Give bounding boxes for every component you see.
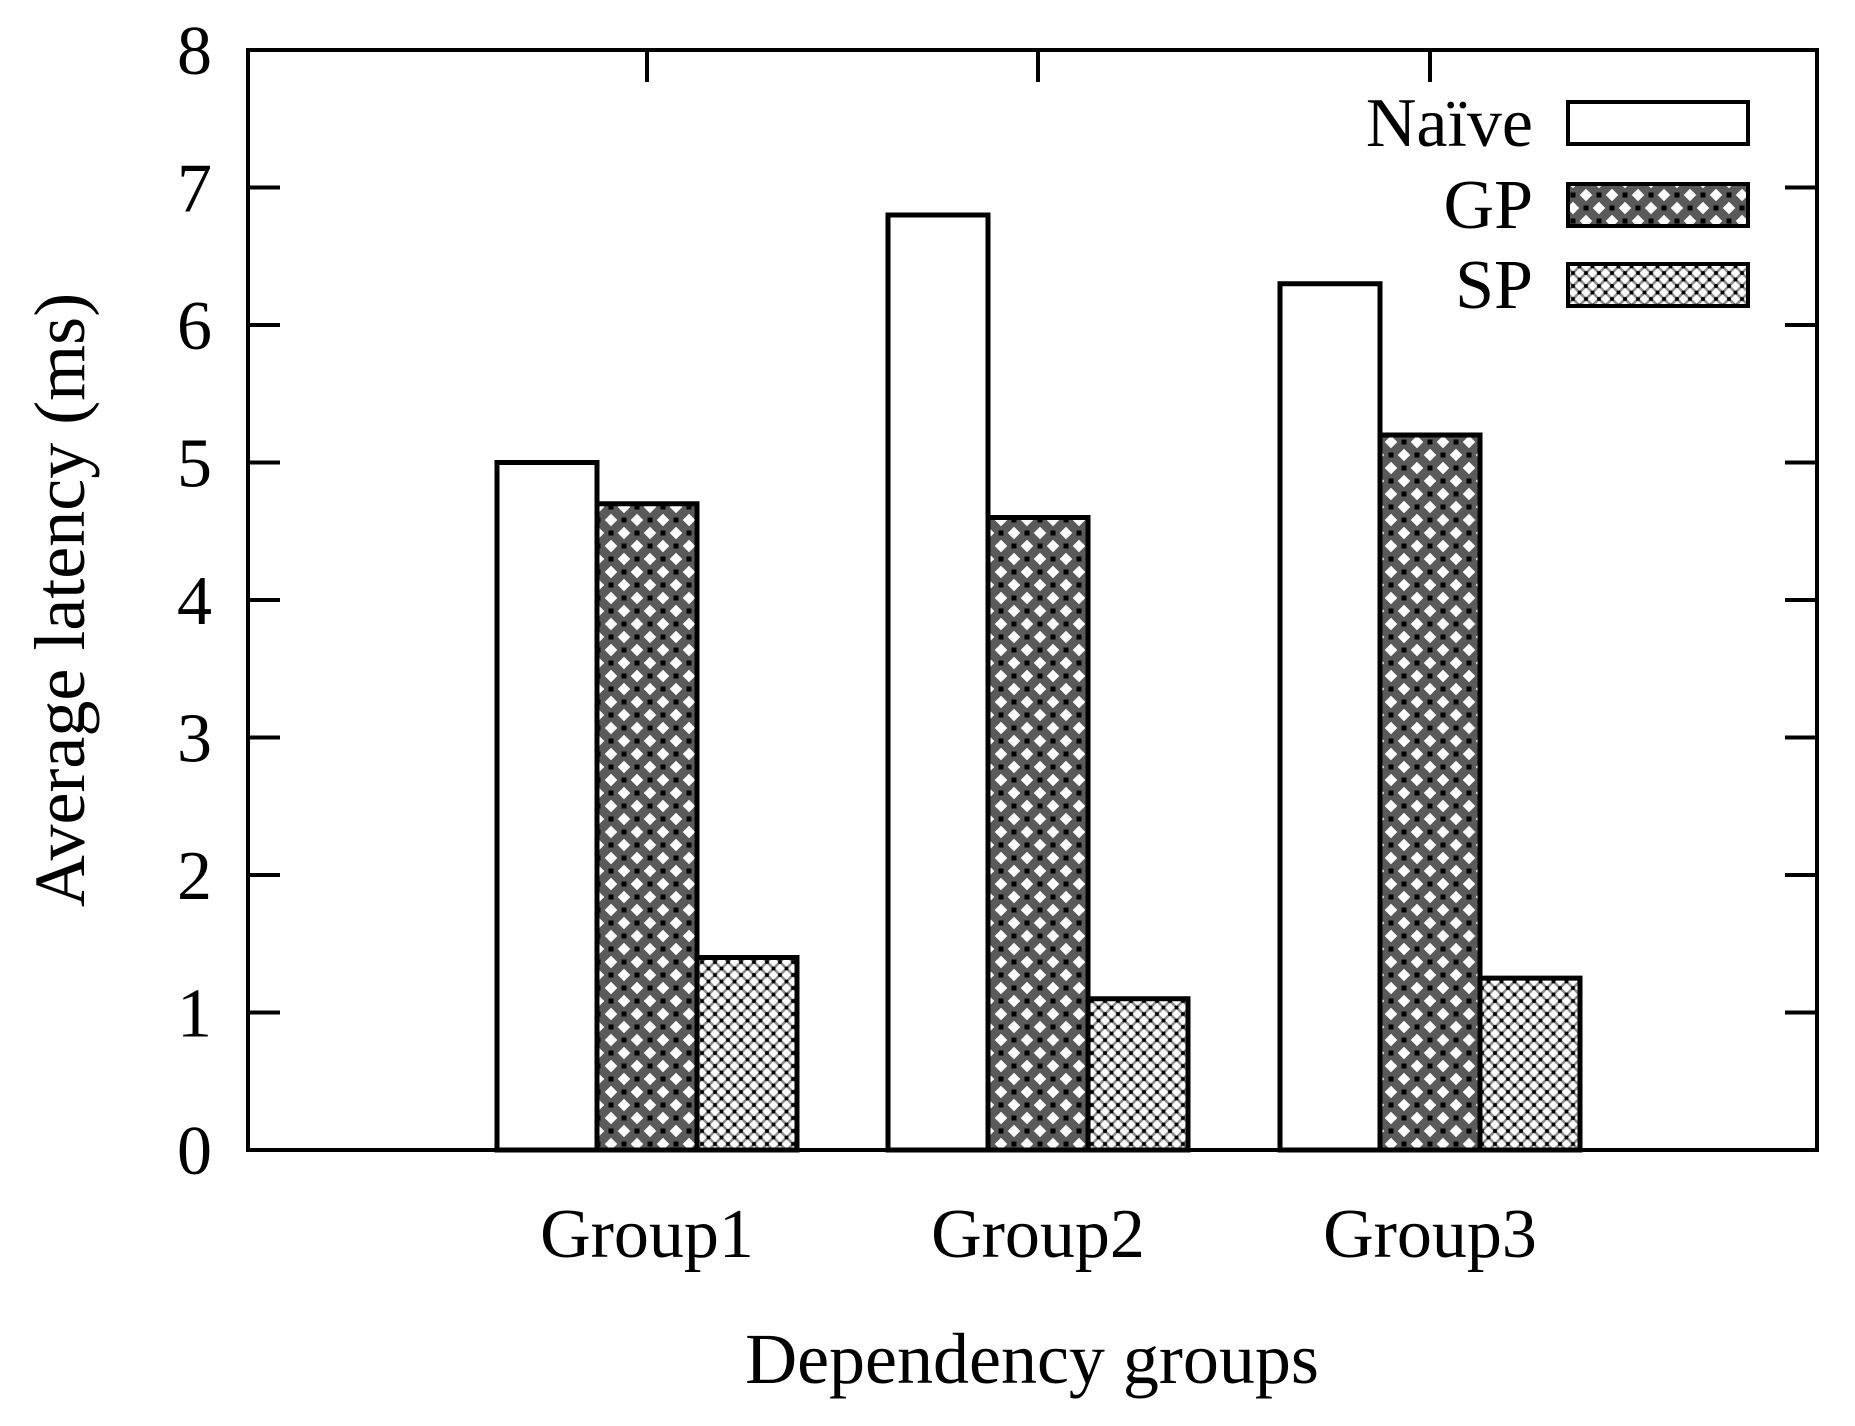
bar-sp-group2 — [1085, 996, 1191, 1153]
x-tick-labels: Group1 Group2 Group3 — [540, 1196, 1537, 1273]
legend-swatch-gp — [1566, 182, 1750, 228]
legend: Naïve GP SP — [1366, 85, 1750, 324]
bar-sp-group1 — [694, 955, 800, 1153]
legend-swatch-naive — [1566, 100, 1750, 146]
y-tick-label-8: 8 — [177, 13, 212, 90]
plot-frame — [246, 48, 1819, 1152]
legend-item-sp: SP — [1455, 247, 1750, 324]
x-axis-title: Dependency groups — [745, 1319, 1319, 1399]
bar-gp-group1 — [594, 501, 700, 1153]
bar-na-ve-group3 — [1277, 281, 1383, 1153]
y-tick-label-5: 5 — [177, 426, 212, 503]
y-axis-title: Average latency (ms) — [20, 293, 100, 907]
legend-swatch-sp — [1566, 262, 1750, 308]
bar-gp-group2 — [985, 515, 1091, 1153]
y-tick-label-4: 4 — [177, 563, 212, 640]
y-tick-label-6: 6 — [177, 288, 212, 365]
y-tick-label-7: 7 — [177, 151, 212, 228]
y-tick-label-0: 0 — [177, 1113, 212, 1190]
legend-label-naive: Naïve — [1366, 85, 1533, 162]
x-tick-label-group3: Group3 — [1323, 1196, 1537, 1273]
bars-layer — [494, 212, 1583, 1153]
y-tick-labels: 0 1 2 3 4 5 6 7 8 — [177, 13, 212, 1190]
y-tick-label-2: 2 — [177, 838, 212, 915]
legend-label-sp: SP — [1455, 247, 1533, 324]
bar-sp-group3 — [1477, 975, 1583, 1153]
bar-gp-group3 — [1377, 432, 1483, 1153]
bar-na-ve-group2 — [885, 212, 991, 1153]
bar-na-ve-group1 — [494, 460, 600, 1153]
x-tick-label-group2: Group2 — [931, 1196, 1145, 1273]
legend-item-gp: GP — [1444, 167, 1750, 244]
x-tick-label-group1: Group1 — [540, 1196, 754, 1273]
y-tick-label-3: 3 — [177, 701, 212, 778]
legend-label-gp: GP — [1444, 167, 1533, 244]
legend-item-naive: Naïve — [1366, 85, 1750, 162]
y-tick-label-1: 1 — [177, 976, 212, 1053]
